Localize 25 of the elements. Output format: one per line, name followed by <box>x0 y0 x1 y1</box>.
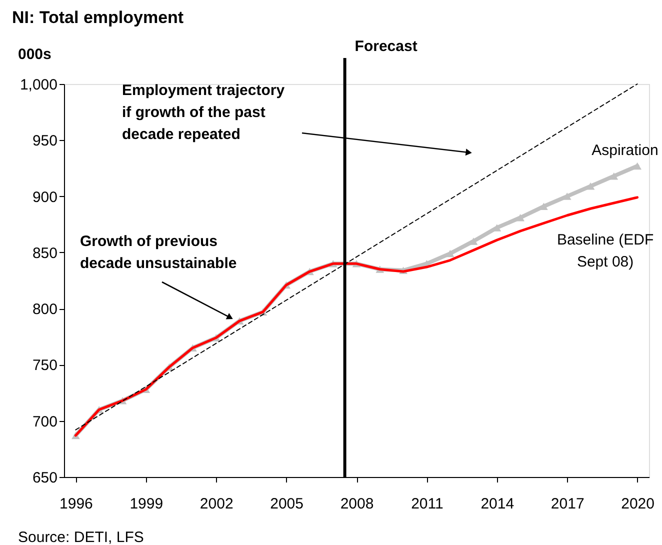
x-tick-label: 1999 <box>130 496 164 512</box>
source-note: Source: DETI, LFS <box>18 529 144 545</box>
x-tick-label: 2005 <box>270 496 304 512</box>
annotation: Growth of previous decade unsustainable <box>80 233 237 272</box>
y-tick-label: 900 <box>32 188 58 206</box>
y-axis-title: 000s <box>18 46 52 63</box>
chart-title: NI: Total employment <box>12 8 184 27</box>
y-tick-label: 700 <box>32 413 58 430</box>
x-tick-label: 2008 <box>340 496 374 512</box>
y-tick-label: 850 <box>32 244 58 262</box>
annotation: Employment trajectory if growth of the past decade repeated <box>122 82 286 143</box>
y-tick-label: 650 <box>32 470 58 486</box>
y-tick-label: 1,000 <box>20 76 58 94</box>
x-tick-label: 2017 <box>550 496 584 512</box>
y-tick-label: 950 <box>32 132 58 150</box>
ref-line-label: Forecast <box>354 38 418 55</box>
series-label: Baseline (EDF Sept 08) <box>556 231 654 270</box>
y-tick-label: 800 <box>32 301 58 318</box>
x-tick-label: 1996 <box>60 496 93 512</box>
x-tick-label: 2020 <box>621 496 654 512</box>
x-tick-label: 2014 <box>480 496 514 512</box>
y-tick-label: 750 <box>32 357 58 374</box>
x-tick-label: 2011 <box>411 496 444 512</box>
x-tick-label: 2002 <box>200 496 234 512</box>
series-label: Aspiration <box>592 142 658 159</box>
